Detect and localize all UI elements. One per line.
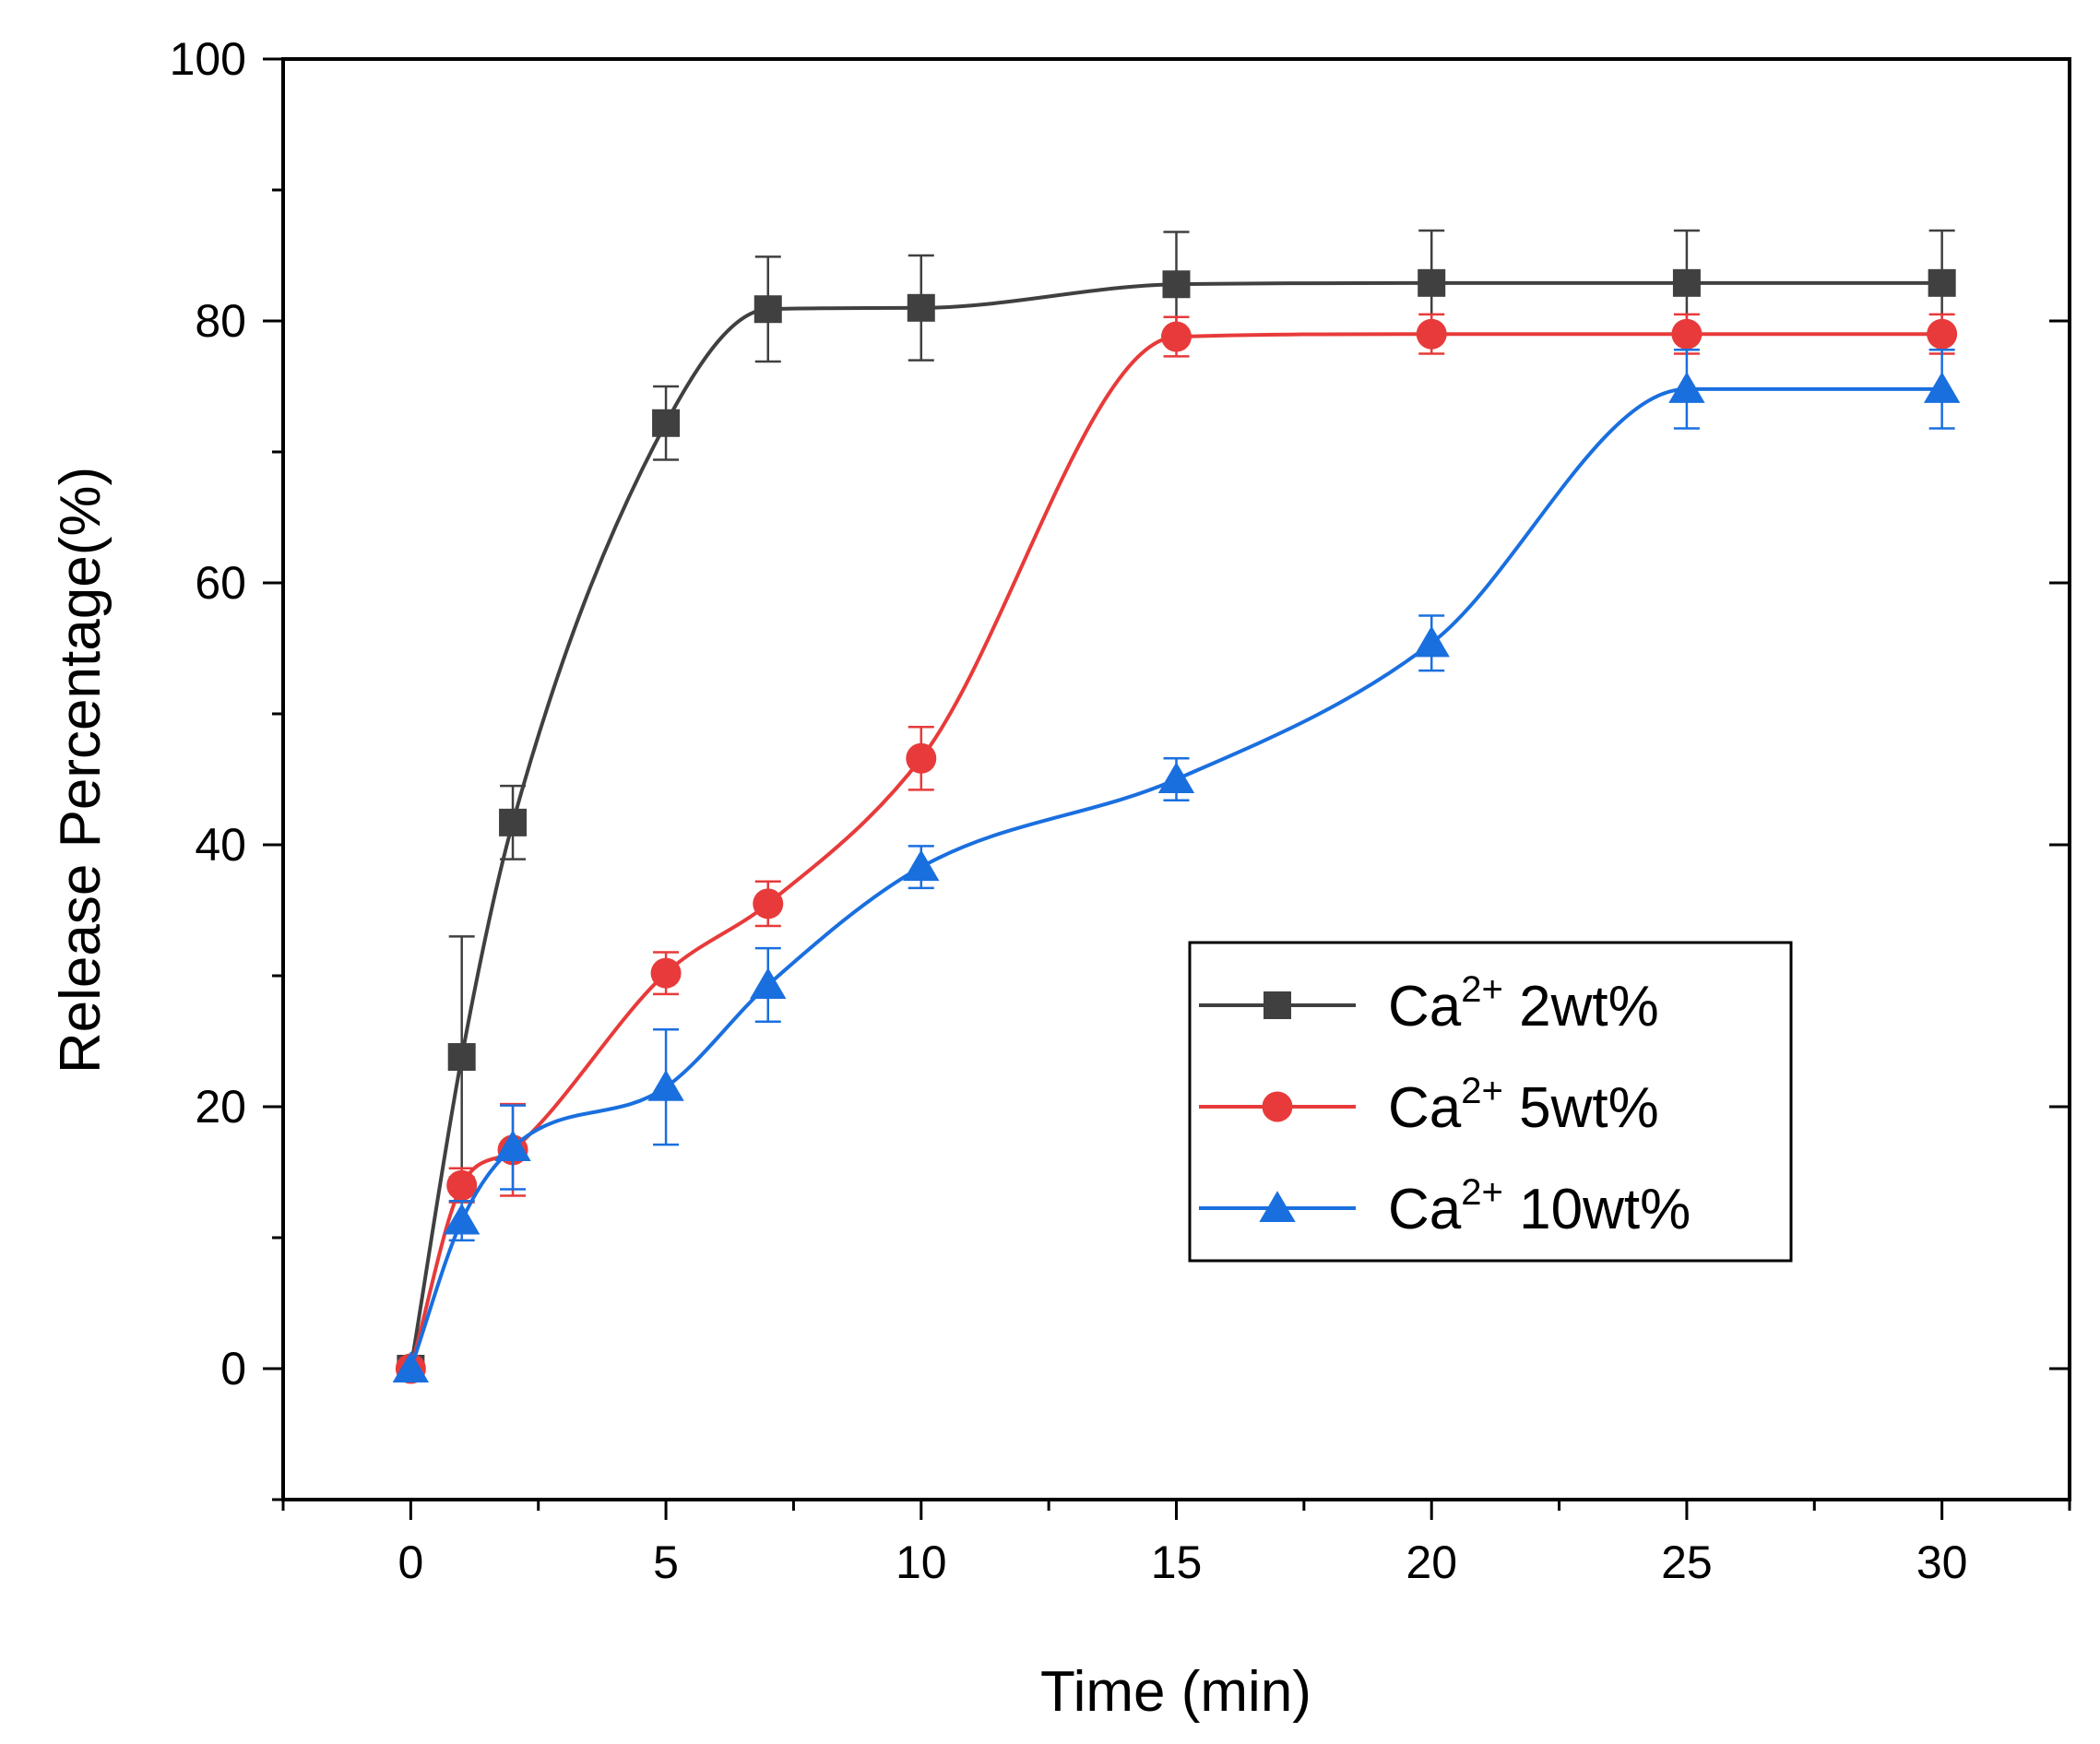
series-3: [392, 348, 1961, 1382]
y-tick-label: 80: [195, 295, 246, 347]
data-point: [447, 1043, 476, 1072]
legend-label: Ca2+ 2wt%: [1388, 969, 1659, 1038]
data-point: [750, 967, 787, 999]
data-point: [753, 295, 782, 324]
legend-entry-2: Ca2+ 5wt%: [1199, 1071, 1659, 1140]
y-tick-label: 20: [195, 1081, 246, 1133]
x-tick-label: 10: [896, 1536, 947, 1588]
legend-entries: Ca2+ 2wt% Ca2+ 5wt% Ca2+ 10wt%: [1199, 969, 1691, 1241]
data-point: [652, 409, 681, 437]
data-point: [1413, 625, 1450, 658]
x-tick-label: 20: [1406, 1536, 1457, 1588]
data-point: [494, 1130, 531, 1162]
x-tick-label: 0: [397, 1536, 423, 1588]
y-tick-label: 0: [220, 1343, 246, 1394]
x-axis-title: Time (min): [1040, 1660, 1311, 1724]
data-point: [444, 1203, 481, 1235]
legend-marker: [1264, 991, 1291, 1019]
legend-entry-1: Ca2+ 2wt%: [1199, 969, 1659, 1038]
data-point: [650, 957, 682, 989]
data-point: [903, 849, 940, 882]
x-tick-label: 30: [1916, 1536, 1968, 1588]
data-point: [906, 742, 937, 774]
legend-label: Ca2+ 10wt%: [1388, 1172, 1691, 1241]
series-1: [397, 229, 1956, 1382]
y-tick-label: 100: [170, 33, 246, 85]
tick-labels: 0 5 10 15 20 25 30 0 20 40 60 80 100: [170, 33, 1968, 1588]
data-point: [499, 808, 528, 836]
data-point: [1162, 270, 1191, 299]
y-tick-label: 60: [195, 557, 246, 609]
data-point: [1161, 321, 1192, 352]
x-tick-label: 5: [653, 1536, 679, 1588]
y-tick-label: 40: [195, 819, 246, 871]
data-point: [1927, 318, 1958, 350]
axis-ticks: [263, 57, 2071, 1520]
data-point: [1928, 268, 1956, 297]
legend-label: Ca2+ 5wt%: [1388, 1071, 1659, 1140]
data-point: [1418, 268, 1446, 297]
data-point: [753, 888, 784, 919]
data-point: [1672, 268, 1701, 297]
data-point: [1157, 762, 1195, 793]
x-tick-label: 25: [1661, 1536, 1713, 1588]
data-point: [647, 1069, 684, 1101]
data-point: [907, 293, 935, 322]
series-layer: [392, 229, 1961, 1384]
x-tick-label: 15: [1151, 1536, 1203, 1588]
legend-marker: [1259, 1191, 1296, 1222]
y-axis-title: Release Percentage(%): [49, 467, 113, 1074]
data-point: [446, 1169, 478, 1201]
legend: Ca2+ 2wt% Ca2+ 5wt% Ca2+ 10wt%: [1188, 941, 1793, 1263]
legend-marker: [1262, 1091, 1293, 1122]
series-line: [409, 280, 1942, 1370]
data-point: [392, 1351, 430, 1382]
data-point: [1923, 372, 1961, 403]
data-point: [1668, 372, 1705, 403]
legend-entry-3: Ca2+ 10wt%: [1199, 1172, 1691, 1241]
data-point: [1416, 318, 1447, 350]
data-point: [1671, 318, 1703, 350]
